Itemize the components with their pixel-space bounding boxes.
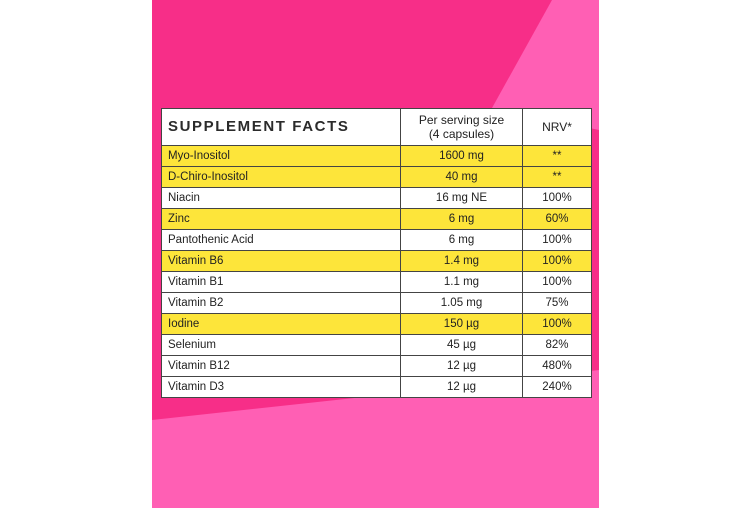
serving-size-header-line2: (4 capsules) (428, 127, 495, 141)
nutrient-amount: 1.4 mg (400, 250, 523, 272)
table-row: Zinc 6 mg 60% (161, 208, 592, 230)
nutrient-amount: 6 mg (400, 229, 523, 251)
nutrient-name: Vitamin D3 (161, 376, 401, 398)
nutrient-name: Selenium (161, 334, 401, 356)
nutrient-amount: 40 mg (400, 166, 523, 188)
nutrient-amount: 12 µg (400, 355, 523, 377)
nutrient-amount: 1.1 mg (400, 271, 523, 293)
table-row: Selenium 45 µg 82% (161, 334, 592, 356)
nutrient-name: Vitamin B12 (161, 355, 401, 377)
nutrient-amount: 45 µg (400, 334, 523, 356)
background-lower-band (152, 370, 599, 508)
serving-size-header: Per serving size (4 capsules) (400, 108, 523, 146)
nutrient-nrv: 60% (522, 208, 592, 230)
nutrient-nrv: ** (522, 166, 592, 188)
nutrient-nrv: 240% (522, 376, 592, 398)
nutrient-name: D-Chiro-Inositol (161, 166, 401, 188)
table-row: Vitamin B1 1.1 mg 100% (161, 271, 592, 293)
nutrient-nrv: ** (522, 145, 592, 167)
table-row: Iodine 150 µg 100% (161, 313, 592, 335)
table-row: Pantothenic Acid 6 mg 100% (161, 229, 592, 251)
table-row: Vitamin D3 12 µg 240% (161, 376, 592, 398)
nutrient-name: Myo-Inositol (161, 145, 401, 167)
table-title: SUPPLEMENT FACTS (161, 108, 401, 146)
nutrient-name: Niacin (161, 187, 401, 209)
table-row: Vitamin B6 1.4 mg 100% (161, 250, 592, 272)
nutrient-amount: 150 µg (400, 313, 523, 335)
nrv-header: NRV* (522, 108, 592, 146)
table-row: Vitamin B2 1.05 mg 75% (161, 292, 592, 314)
nutrient-name: Zinc (161, 208, 401, 230)
background-upper-right-triangle (492, 0, 599, 130)
nutrient-amount: 6 mg (400, 208, 523, 230)
nutrient-amount: 12 µg (400, 376, 523, 398)
table-row: Niacin 16 mg NE 100% (161, 187, 592, 209)
nutrient-nrv: 480% (522, 355, 592, 377)
supplement-facts-table: SUPPLEMENT FACTS Per serving size (4 cap… (161, 108, 592, 398)
nutrient-nrv: 100% (522, 250, 592, 272)
table-row: Myo-Inositol 1600 mg ** (161, 145, 592, 167)
nutrient-nrv: 100% (522, 187, 592, 209)
table-row: D-Chiro-Inositol 40 mg ** (161, 166, 592, 188)
nutrient-amount: 16 mg NE (400, 187, 523, 209)
nutrient-nrv: 100% (522, 271, 592, 293)
nutrient-name: Vitamin B1 (161, 271, 401, 293)
table-row: Vitamin B12 12 µg 480% (161, 355, 592, 377)
nutrient-nrv: 100% (522, 229, 592, 251)
nutrient-name: Vitamin B2 (161, 292, 401, 314)
serving-size-header-line1: Per serving size (418, 113, 505, 127)
nutrient-amount: 1600 mg (400, 145, 523, 167)
nutrient-name: Pantothenic Acid (161, 229, 401, 251)
nutrient-name: Iodine (161, 313, 401, 335)
nutrient-nrv: 100% (522, 313, 592, 335)
nutrient-name: Vitamin B6 (161, 250, 401, 272)
nutrient-nrv: 75% (522, 292, 592, 314)
nutrient-amount: 1.05 mg (400, 292, 523, 314)
nutrient-nrv: 82% (522, 334, 592, 356)
nutrient-rows: Myo-Inositol 1600 mg ** D-Chiro-Inositol 40 … (161, 145, 592, 398)
table-header-row: SUPPLEMENT FACTS Per serving size (4 cap… (161, 108, 592, 146)
product-panel: SUPPLEMENT FACTS Per serving size (4 cap… (152, 0, 599, 508)
